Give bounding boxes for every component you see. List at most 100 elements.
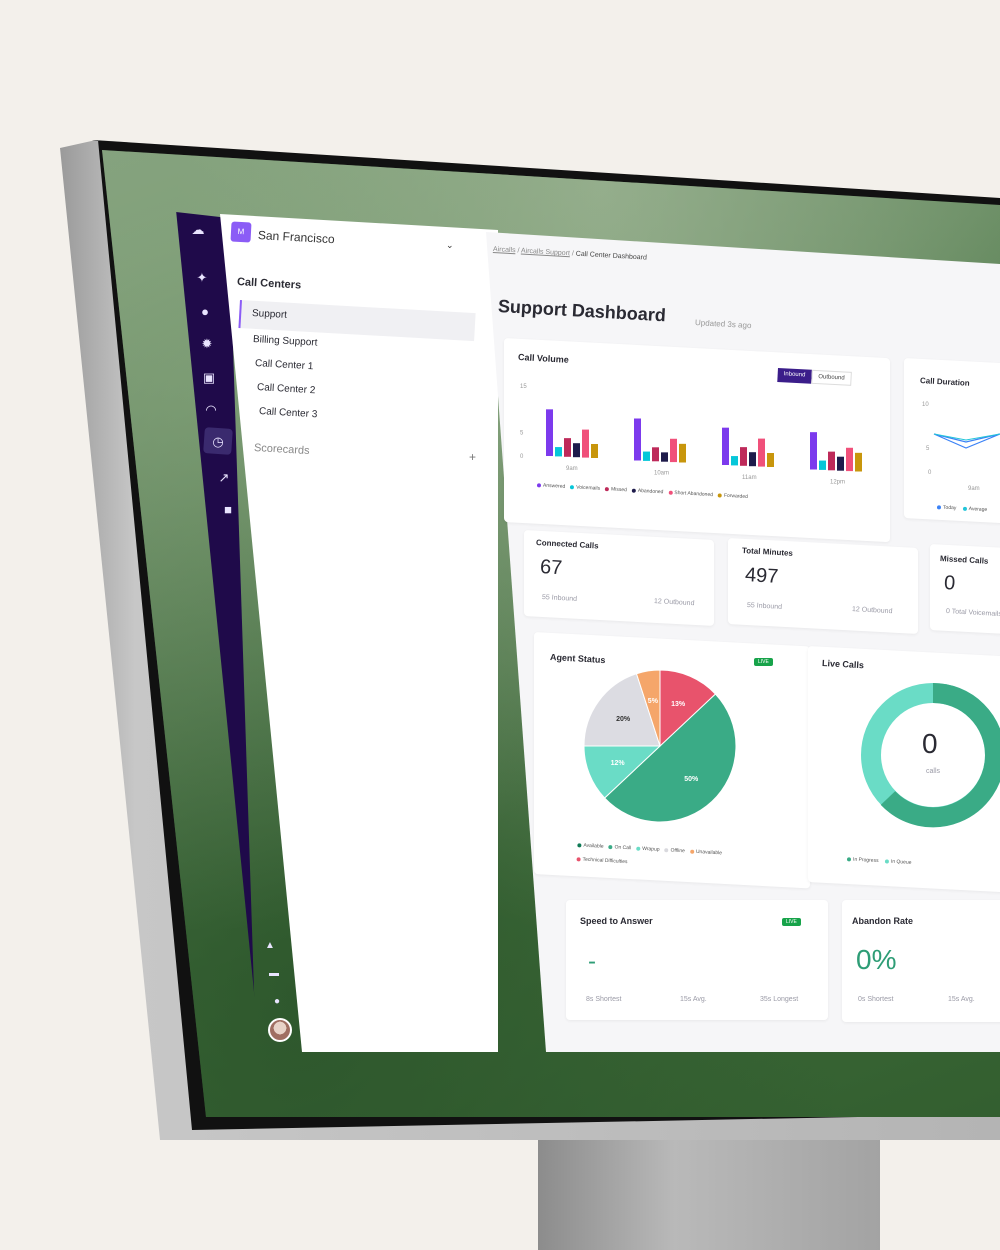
bar-forwarded <box>767 453 774 467</box>
bar-answered <box>634 418 641 461</box>
legend-dot <box>577 842 582 848</box>
legend-dot <box>631 488 636 493</box>
chat-icon[interactable]: ▬ <box>269 968 279 979</box>
bar-short-abandoned <box>758 438 765 467</box>
duration-average-line <box>933 433 1000 441</box>
bar-answered <box>546 409 553 456</box>
bar-abandoned <box>661 452 668 462</box>
bell-icon[interactable]: ▲ <box>265 940 275 951</box>
team-icon[interactable]: ▣ <box>202 370 216 385</box>
bar-missed <box>740 447 747 466</box>
bar-short-abandoned <box>582 429 589 458</box>
bar-abandoned <box>573 443 580 458</box>
legend-dot <box>570 484 575 490</box>
pie-slice-offline <box>583 673 661 747</box>
legend-average: Average <box>968 506 988 514</box>
pie-data-label: 50% <box>684 776 699 783</box>
bar-voicemails <box>555 447 562 457</box>
pie-data-label: 12% <box>611 760 626 767</box>
legend-label: Available <box>583 842 604 850</box>
legend-dot <box>536 482 542 488</box>
pie-data-label: 5% <box>648 698 659 705</box>
duration-xtick: 9am <box>968 486 980 492</box>
duration-today-line <box>933 433 1000 449</box>
sparkle-icon[interactable]: ✦ <box>196 270 208 285</box>
add-scorecard-button[interactable]: + <box>469 450 477 464</box>
legend-dot-average <box>962 506 967 511</box>
bar-missed <box>652 447 659 462</box>
legend-today: Today <box>942 504 957 512</box>
agent-status-pie: 50% 12% 20% 5% 13% <box>583 669 737 823</box>
avatar[interactable] <box>268 1018 292 1042</box>
legend-label: Voicemails <box>575 484 601 492</box>
speed-longest: 35s Longest <box>760 996 799 1003</box>
legend-label: Forwarded <box>723 492 748 501</box>
monitor-stand <box>538 1130 880 1250</box>
speed-avg: 15s Avg. <box>680 996 707 1003</box>
legend-in-queue: In Queue <box>890 858 912 866</box>
legend-label: Offline <box>670 847 686 855</box>
bar-forwarded <box>855 452 862 472</box>
legend-label: Unavailable <box>695 848 723 857</box>
x-tick-label: 11am <box>742 475 757 481</box>
speed-live-badge: LIVE <box>782 918 801 926</box>
headset-icon[interactable]: ◠ <box>205 402 217 417</box>
logo-icon[interactable]: ☁ <box>191 222 205 237</box>
duration-ytick-5: 5 <box>926 446 930 452</box>
bar-abandoned <box>749 452 756 467</box>
history-icon[interactable]: ◷ <box>212 434 224 449</box>
abandon-rate-card <box>842 900 1000 1022</box>
donut-in-progress <box>880 683 1000 828</box>
legend-dot-in-progress <box>846 856 852 862</box>
bar-answered <box>722 427 729 465</box>
chevron-down-icon[interactable]: ⌄ <box>446 240 454 250</box>
legend-dot <box>664 847 669 853</box>
sidebar-item-support[interactable]: Support <box>251 308 288 321</box>
bar-voicemails <box>819 460 826 470</box>
breadcrumb-item-1[interactable]: Aircalls <box>492 246 516 255</box>
duration-ytick-10: 10 <box>922 402 929 408</box>
legend-dot <box>689 849 695 854</box>
pie-data-label: 20% <box>616 716 631 723</box>
live-badge: LIVE <box>754 658 773 666</box>
pie-slice-on-call <box>603 693 737 823</box>
x-tick-label: 12pm <box>830 480 845 486</box>
y-tick-label: 15 <box>520 384 527 390</box>
legend-dot <box>604 486 610 491</box>
legend-dot <box>668 490 673 495</box>
duration-ytick-0: 0 <box>928 470 932 476</box>
bar-short-abandoned <box>846 447 853 472</box>
call-volume-chart: 15 5 0 9am 10am 11am 12pm <box>520 384 862 486</box>
bar-missed <box>828 451 835 471</box>
pie-slice-technical-difficulties <box>659 669 717 748</box>
workspace-avatar[interactable]: M <box>230 221 252 243</box>
live-calls-value: 0 <box>922 728 938 759</box>
call-duration-chart <box>933 433 1000 449</box>
connected-calls-value: 67 <box>539 556 563 580</box>
video-icon[interactable]: ■ <box>224 502 232 517</box>
speed-shortest: 8s Shortest <box>586 996 622 1003</box>
speed-to-answer-title: Speed to Answer <box>580 916 653 926</box>
help-icon[interactable]: ● <box>273 996 281 1007</box>
bar-voicemails <box>731 456 738 466</box>
user-icon[interactable]: ● <box>201 304 209 319</box>
legend-label: Answered <box>542 482 566 490</box>
y-tick-label: 5 <box>520 431 524 437</box>
abandon-avg: 15s Avg. <box>948 996 975 1003</box>
missed-calls-value: 0 <box>943 572 956 595</box>
trend-icon[interactable]: ↗ <box>218 470 230 485</box>
legend-label: Wrapup <box>642 845 660 853</box>
legend-dot-today <box>936 504 942 510</box>
speed-to-answer-value: - <box>588 948 596 975</box>
bar-answered <box>810 432 817 470</box>
bar-abandoned <box>837 456 844 471</box>
legend-label: On Call <box>614 844 632 852</box>
live-calls-donut <box>861 683 1000 828</box>
y-tick-label: 0 <box>520 454 524 460</box>
legend-label: Missed <box>610 486 628 494</box>
legend-dot <box>636 846 641 851</box>
gear-icon[interactable]: ✹ <box>201 336 213 351</box>
bar-forwarded <box>679 443 686 463</box>
legend-dot <box>608 844 613 849</box>
